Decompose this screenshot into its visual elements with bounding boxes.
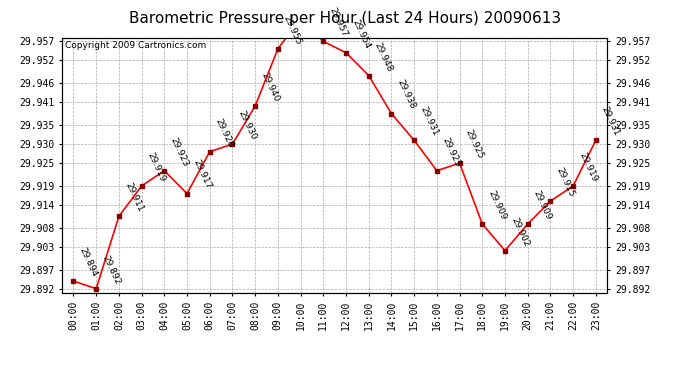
Text: 29.963: 29.963 (0, 374, 1, 375)
Text: 29.894: 29.894 (77, 246, 99, 278)
Text: 29.919: 29.919 (146, 151, 167, 183)
Text: 29.902: 29.902 (509, 216, 531, 248)
Text: 29.955: 29.955 (282, 14, 304, 46)
Text: 29.892: 29.892 (100, 254, 121, 286)
Text: 29.931: 29.931 (600, 105, 622, 138)
Text: 29.923: 29.923 (441, 136, 462, 168)
Text: 29.928: 29.928 (214, 117, 235, 149)
Text: 29.954: 29.954 (350, 18, 372, 50)
Text: 29.931: 29.931 (418, 105, 440, 138)
Text: 29.915: 29.915 (555, 166, 576, 198)
Text: Copyright 2009 Cartronics.com: Copyright 2009 Cartronics.com (65, 41, 206, 50)
Text: Barometric Pressure per Hour (Last 24 Hours) 20090613: Barometric Pressure per Hour (Last 24 Ho… (129, 11, 561, 26)
Text: 29.909: 29.909 (486, 189, 508, 221)
Text: 29.909: 29.909 (532, 189, 553, 221)
Text: 29.957: 29.957 (328, 6, 349, 39)
Text: 29.911: 29.911 (123, 181, 144, 214)
Text: 29.925: 29.925 (464, 128, 485, 160)
Text: 29.919: 29.919 (578, 151, 599, 183)
Text: 29.917: 29.917 (191, 158, 213, 191)
Text: 29.938: 29.938 (395, 78, 417, 111)
Text: 29.930: 29.930 (237, 109, 258, 141)
Text: 29.940: 29.940 (259, 71, 281, 103)
Text: 29.923: 29.923 (168, 136, 190, 168)
Text: 29.948: 29.948 (373, 40, 394, 73)
